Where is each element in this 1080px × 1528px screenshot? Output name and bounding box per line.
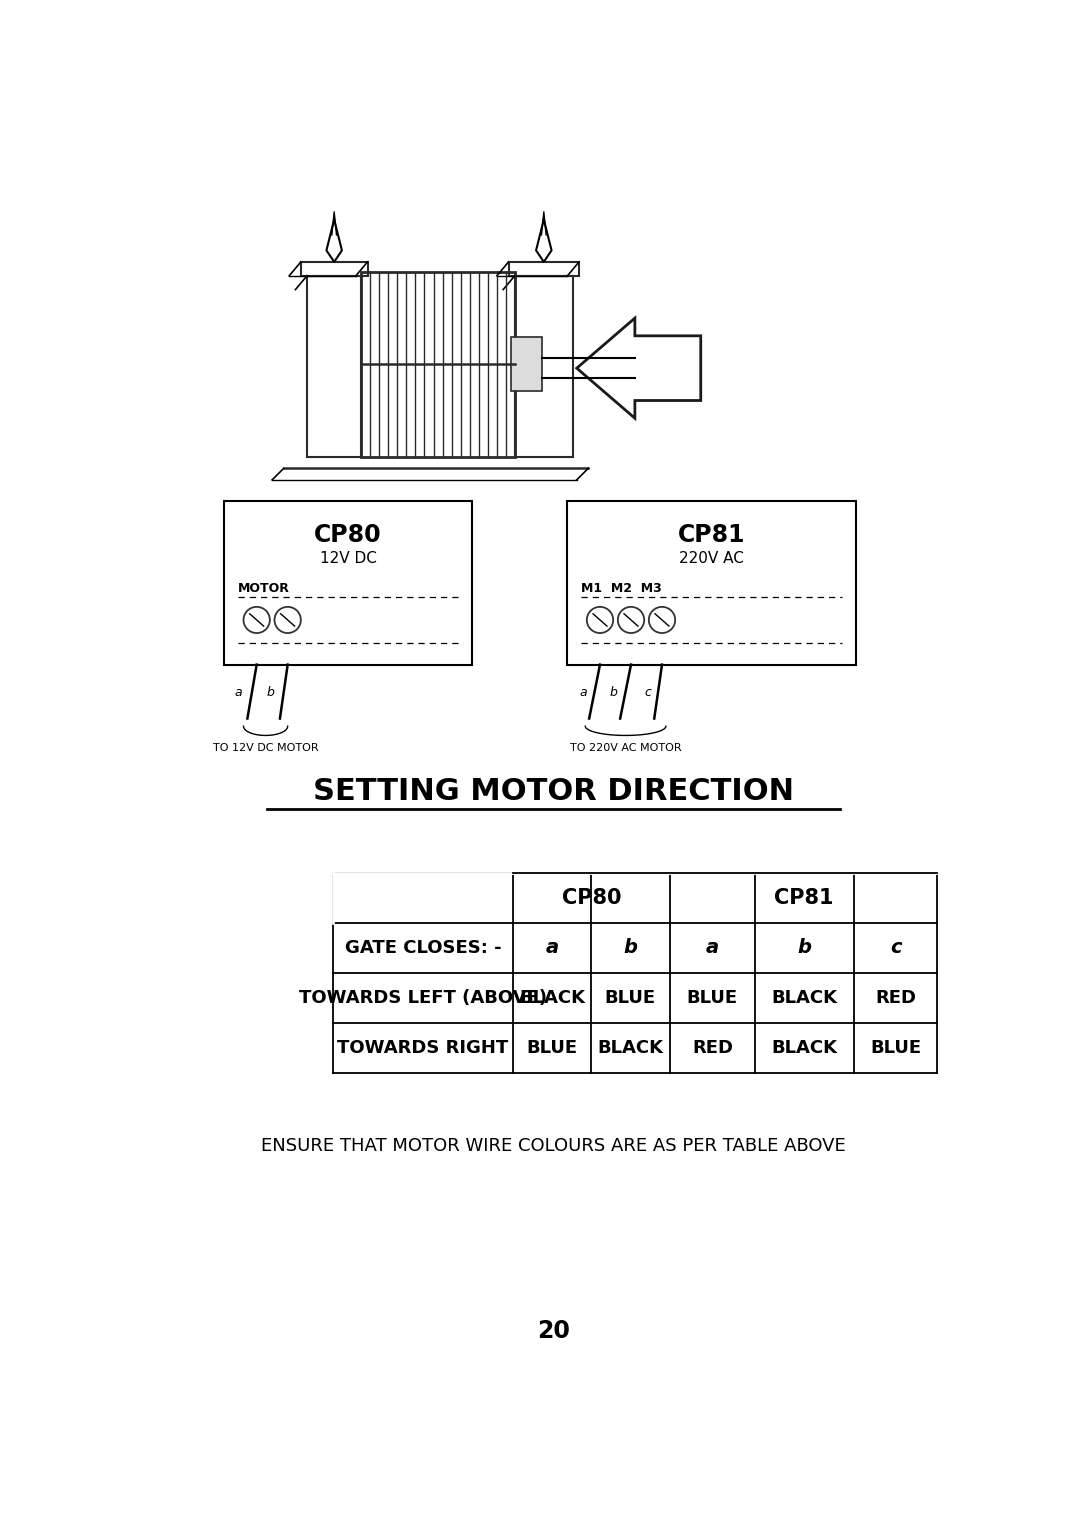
Text: c: c [890,938,902,957]
Bar [307,275,362,457]
Text: c: c [645,686,651,700]
Text: b: b [610,686,618,700]
Bar [301,261,367,275]
Text: GATE CLOSES: -: GATE CLOSES: - [345,938,501,957]
Text: BLACK: BLACK [771,989,838,1007]
Text: b: b [267,686,274,700]
Text: BLUE: BLUE [687,989,738,1007]
Text: TOWARDS RIGHT: TOWARDS RIGHT [337,1039,509,1057]
Text: M1  M2  M3: M1 M2 M3 [581,582,662,596]
Text: CP80: CP80 [562,888,621,908]
Text: b: b [623,938,637,957]
Text: TOWARDS LEFT (ABOVE): TOWARDS LEFT (ABOVE) [299,989,546,1007]
Text: BLACK: BLACK [771,1039,838,1057]
Bar [515,275,572,457]
Polygon shape [577,318,701,419]
Bar [511,338,542,391]
Text: RED: RED [875,989,916,1007]
Text: RED: RED [692,1039,733,1057]
Text: CP81: CP81 [678,523,745,547]
Text: SETTING MOTOR DIRECTION: SETTING MOTOR DIRECTION [313,778,794,807]
Text: BLUE: BLUE [605,989,656,1007]
Text: MOTOR: MOTOR [238,582,289,596]
Text: CP80: CP80 [314,523,382,547]
Text: CP81: CP81 [773,888,833,908]
Text: BLUE: BLUE [526,1039,578,1057]
Text: a: a [579,686,586,700]
Text: BLACK: BLACK [519,989,585,1007]
Bar [509,261,579,275]
Text: 12V DC: 12V DC [320,552,377,565]
Text: a: a [234,686,242,700]
Text: a: a [706,938,719,957]
Text: TO 12V DC MOTOR: TO 12V DC MOTOR [213,743,319,753]
Text: 220V AC: 220V AC [679,552,744,565]
Text: a: a [545,938,558,957]
Text: b: b [798,938,811,957]
Text: TO 220V AC MOTOR: TO 220V AC MOTOR [570,743,681,753]
Bar [225,501,472,665]
Text: BLUE: BLUE [870,1039,921,1057]
Text: BLACK: BLACK [597,1039,663,1057]
Bar [567,501,855,665]
Text: 20: 20 [537,1319,570,1343]
Text: ENSURE THAT MOTOR WIRE COLOURS ARE AS PER TABLE ABOVE: ENSURE THAT MOTOR WIRE COLOURS ARE AS PE… [261,1137,846,1155]
Bar [362,272,515,457]
